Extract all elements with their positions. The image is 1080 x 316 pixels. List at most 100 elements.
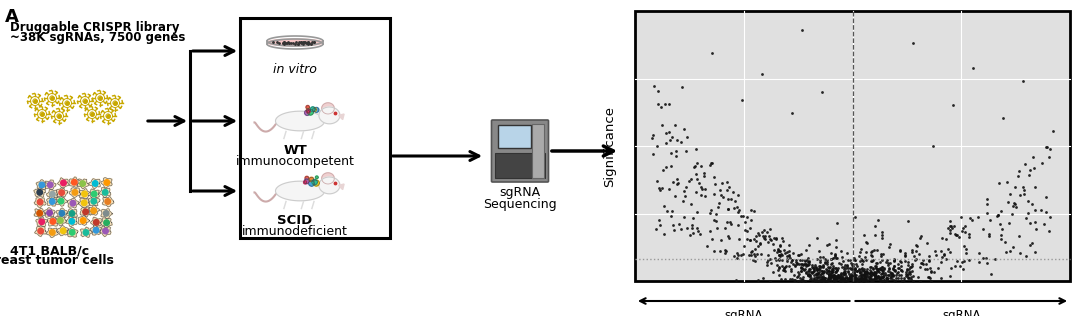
Point bbox=[850, 267, 867, 272]
Point bbox=[743, 218, 760, 223]
Point bbox=[864, 276, 881, 282]
Point bbox=[822, 271, 839, 276]
Point bbox=[721, 221, 739, 226]
Point bbox=[675, 126, 692, 131]
Point bbox=[863, 277, 880, 283]
Point bbox=[696, 174, 713, 179]
Point bbox=[1010, 168, 1027, 173]
Point bbox=[991, 222, 1009, 227]
Point bbox=[841, 276, 859, 281]
Point bbox=[951, 263, 969, 268]
Point bbox=[851, 270, 868, 275]
Point bbox=[759, 257, 777, 262]
Point bbox=[777, 277, 794, 282]
Point bbox=[751, 233, 768, 238]
Point bbox=[808, 265, 825, 270]
Point bbox=[720, 184, 738, 189]
Point bbox=[839, 278, 856, 283]
Point bbox=[821, 273, 838, 278]
Point bbox=[821, 278, 838, 283]
Point bbox=[862, 267, 879, 272]
Point bbox=[737, 220, 754, 225]
Point bbox=[767, 256, 784, 261]
Point bbox=[852, 275, 869, 280]
Point bbox=[825, 276, 842, 281]
Point bbox=[881, 269, 899, 274]
Point bbox=[693, 164, 711, 169]
Point bbox=[734, 213, 752, 218]
Point bbox=[702, 161, 719, 166]
Point bbox=[1007, 201, 1024, 206]
Point bbox=[770, 248, 787, 253]
Point bbox=[993, 208, 1010, 213]
Point bbox=[798, 258, 815, 263]
Point bbox=[732, 253, 750, 258]
Polygon shape bbox=[67, 198, 79, 208]
Point bbox=[757, 236, 774, 241]
Point bbox=[784, 251, 801, 256]
Point bbox=[881, 242, 899, 247]
Point bbox=[872, 274, 889, 279]
Point bbox=[963, 217, 981, 222]
Point bbox=[814, 89, 832, 94]
Point bbox=[1025, 166, 1042, 171]
Point bbox=[900, 260, 917, 265]
Point bbox=[870, 276, 888, 281]
Point bbox=[904, 264, 921, 269]
Point bbox=[848, 277, 865, 282]
Polygon shape bbox=[43, 208, 55, 217]
Point bbox=[854, 273, 872, 278]
Point bbox=[775, 265, 793, 270]
Point bbox=[669, 137, 686, 142]
Point bbox=[851, 277, 868, 282]
Point bbox=[826, 269, 843, 274]
Point bbox=[806, 267, 823, 272]
Point bbox=[782, 277, 799, 282]
Point bbox=[828, 275, 846, 280]
Point bbox=[822, 276, 839, 281]
Point bbox=[961, 215, 978, 220]
Point bbox=[744, 248, 761, 253]
Point bbox=[833, 276, 850, 282]
Point bbox=[822, 256, 839, 261]
Point bbox=[903, 275, 920, 280]
Polygon shape bbox=[312, 179, 318, 185]
Point bbox=[811, 260, 828, 265]
Polygon shape bbox=[80, 181, 85, 186]
Point bbox=[914, 261, 931, 266]
Point bbox=[927, 248, 944, 253]
Point bbox=[858, 275, 875, 280]
Point bbox=[827, 270, 845, 275]
Point bbox=[806, 268, 823, 273]
Point bbox=[680, 179, 698, 184]
Point bbox=[833, 277, 850, 282]
Point bbox=[899, 266, 916, 271]
Point bbox=[750, 278, 767, 283]
Point bbox=[974, 255, 991, 260]
Point bbox=[796, 266, 813, 271]
Point bbox=[754, 233, 771, 238]
Point bbox=[814, 269, 832, 274]
Point bbox=[922, 278, 940, 283]
Polygon shape bbox=[89, 179, 100, 189]
Point bbox=[761, 226, 779, 231]
Point bbox=[798, 262, 815, 267]
Point bbox=[747, 238, 765, 243]
Point bbox=[870, 269, 888, 274]
Point bbox=[890, 273, 907, 278]
Point bbox=[814, 273, 832, 278]
Polygon shape bbox=[54, 216, 66, 226]
Point bbox=[901, 267, 918, 272]
Point bbox=[799, 272, 816, 277]
Point bbox=[771, 249, 788, 254]
Polygon shape bbox=[79, 189, 91, 199]
Point bbox=[809, 270, 826, 275]
Point bbox=[758, 230, 775, 235]
Point bbox=[656, 204, 673, 209]
Point bbox=[815, 276, 833, 281]
Polygon shape bbox=[103, 197, 113, 207]
Polygon shape bbox=[306, 106, 310, 109]
Point bbox=[787, 259, 805, 264]
Point bbox=[809, 268, 826, 273]
Point bbox=[1021, 167, 1038, 172]
